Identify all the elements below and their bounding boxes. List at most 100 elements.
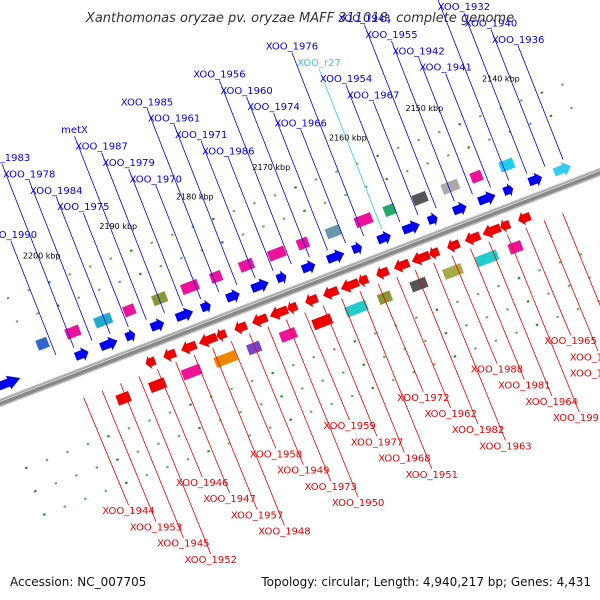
gene-forward-arrow: [300, 260, 316, 274]
gene-label: XOO_1951: [406, 470, 458, 481]
gene-label: XOO_1981: [498, 381, 550, 392]
guide-dot: [189, 403, 193, 407]
guide-dot: [382, 355, 386, 359]
gene-feature-reverse: [343, 299, 370, 319]
guide-dot: [36, 312, 40, 315]
gene-label: XOO_1982: [452, 425, 504, 436]
guide-dot: [6, 296, 10, 300]
guide-dot: [136, 450, 140, 454]
guide-dot: [145, 473, 149, 477]
gene-labels: XOO_1936XOO_1940XOO_1932XOO_1939XOO_1941…: [0, 2, 600, 566]
gene-reverse-arrow: [198, 332, 219, 348]
guide-dot: [186, 457, 190, 461]
guide-dot: [63, 505, 67, 509]
guide-dot: [478, 114, 482, 118]
guide-dot: [446, 154, 450, 157]
gene-feature-forward: [323, 223, 343, 240]
guide-dot: [250, 379, 254, 383]
guide-dot: [83, 497, 87, 501]
gene-reverse-arrow: [518, 211, 532, 226]
gene-forward-arrow: [351, 241, 362, 255]
guide-dot: [86, 442, 90, 446]
gene-label: XOO_1977: [351, 437, 403, 448]
guide-dot: [385, 177, 389, 181]
guide-dot: [330, 402, 334, 406]
label-leader: [445, 73, 491, 188]
gene-forward-arrow: [401, 220, 420, 235]
gene-forward-arrow: [552, 162, 571, 177]
gene-forward-arrow: [502, 183, 514, 197]
label-leader: [345, 85, 401, 223]
guide-dot: [282, 217, 286, 221]
summary-text: Topology: circular; Length: 4,940,217 bp…: [260, 575, 591, 589]
guide-dot: [505, 308, 510, 311]
gene-label: XOO_1986: [202, 146, 254, 157]
gene-forward-arrow: [199, 299, 211, 314]
label-leader: [128, 168, 183, 307]
guide-dot: [528, 122, 532, 126]
gene-reverse-arrow: [464, 231, 482, 246]
genome-tracks: [0, 83, 600, 516]
guide-dot: [497, 284, 501, 288]
guide-dot: [261, 225, 265, 228]
label-leader: [1, 163, 75, 348]
label-leader: [101, 390, 157, 522]
label-leader: [470, 248, 525, 380]
guide-dot: [344, 193, 348, 197]
gene-feature-reverse: [114, 390, 133, 407]
gene-label: XOO_1954: [320, 74, 372, 85]
gene-label: XOO_1988: [471, 364, 523, 375]
label-leader: [156, 369, 203, 478]
label-leader: [433, 262, 506, 441]
guide-dot: [321, 379, 325, 382]
label-leader: [543, 220, 599, 352]
gene-reverse-arrow: [340, 278, 361, 293]
guide-dot: [127, 426, 131, 430]
gene-label: XOO_1950: [332, 498, 384, 509]
gene-reverse-arrow: [163, 348, 178, 362]
gene-label: XOO_1956: [193, 69, 245, 80]
label-leader: [418, 57, 473, 195]
guide-dot: [106, 434, 110, 438]
guide-dot: [65, 450, 69, 454]
gene-reverse-arrow: [287, 301, 299, 315]
guide-dot: [300, 387, 304, 390]
guide-dot: [230, 387, 234, 391]
guide-dot: [273, 193, 277, 197]
gene-reverse-arrow: [482, 223, 502, 238]
label-leader: [391, 40, 455, 202]
guide-dot: [391, 378, 395, 382]
guide-dot: [567, 284, 571, 288]
label-leader: [377, 283, 424, 392]
label-leaders: [1, 0, 600, 555]
guide-dot: [549, 114, 553, 118]
gene-reverse-arrow: [269, 305, 290, 320]
guide-dot: [45, 458, 49, 462]
guide-dot: [118, 280, 122, 284]
gene-label: XOO_1962: [424, 409, 476, 420]
gene-feature-forward: [208, 269, 225, 285]
gene-forward-arrow: [124, 328, 136, 343]
label-leader: [291, 52, 365, 237]
gene-label: XOO_1963: [479, 441, 531, 452]
label-leader: [10, 240, 57, 355]
gene-forward-arrow: [73, 347, 89, 361]
label-leader: [74, 136, 147, 321]
gene-label: XOO_1994: [570, 352, 600, 363]
gene-label: XOO_1945: [157, 539, 209, 550]
guide-dot: [280, 394, 284, 398]
label-leader: [193, 354, 258, 510]
guide-dot: [74, 474, 78, 477]
gene-reverse-arrow: [393, 258, 411, 273]
guide-dot: [437, 130, 441, 134]
gene-feature-reverse: [376, 289, 394, 306]
gene-label: XOO_1972: [397, 393, 449, 404]
guide-dot: [476, 292, 480, 296]
guide-dot: [156, 442, 161, 446]
guide-dot: [27, 288, 31, 292]
guide-dot: [150, 241, 154, 245]
gene-label: XOO_1964: [526, 397, 578, 408]
label-leader: [155, 185, 202, 300]
guide-dot: [473, 347, 477, 350]
gene-forward-arrow: [376, 230, 391, 245]
